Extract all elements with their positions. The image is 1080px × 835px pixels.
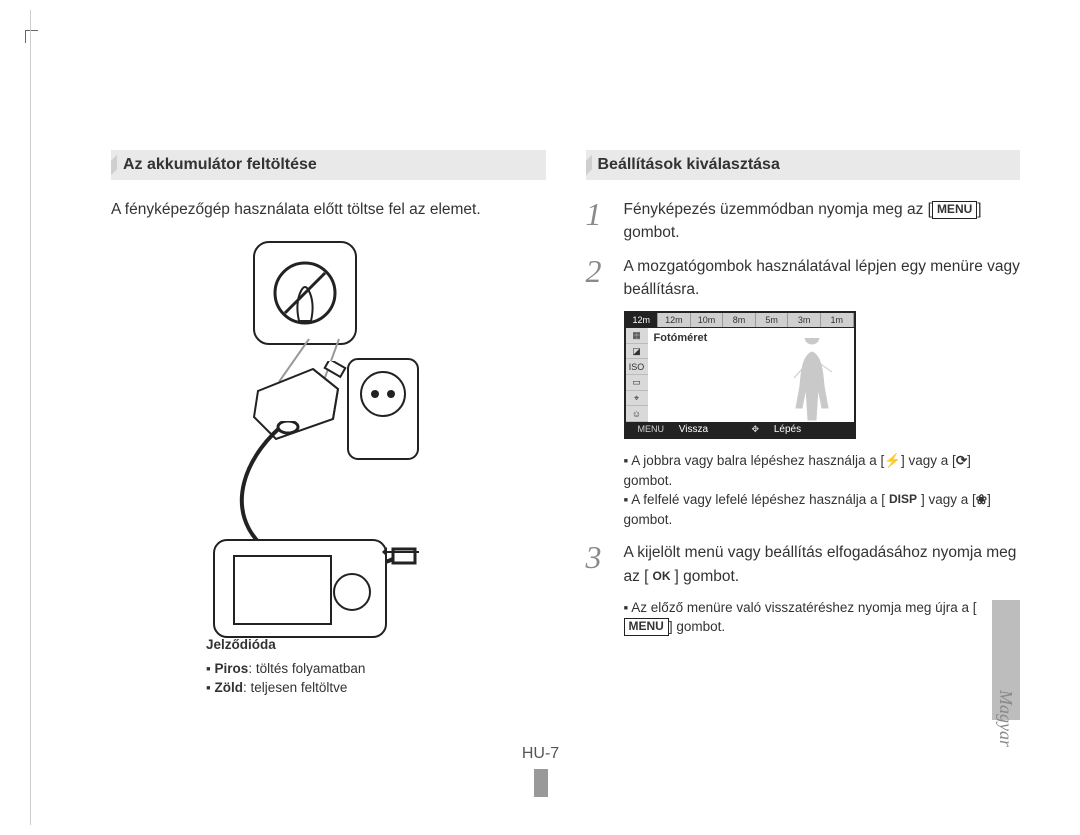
language-label: Magyar — [995, 690, 1016, 747]
person-silhouette-icon — [788, 338, 836, 422]
right-heading: Beállítások kiválasztása — [586, 150, 1021, 180]
bullet-lr: A jobbra vagy balra lépéshez használja a… — [624, 451, 1021, 490]
legend-green: Zöld: teljesen feltöltve — [206, 678, 546, 698]
menu-move: ✥ Lépés — [740, 422, 854, 437]
left-column: Az akkumulátor feltöltése A fényképezőgé… — [111, 150, 546, 698]
wb-icon: ▭ — [626, 375, 648, 391]
size-option: 1m — [821, 313, 854, 327]
manual-page: Az akkumulátor feltöltése A fényképezőgé… — [30, 10, 1050, 825]
bullet-ud: A felfelé vagy lefelé lépéshez használja… — [624, 490, 1021, 529]
flash-icon: ⚡ — [884, 453, 901, 468]
menu-size-row: 12m 12m 10m 8m 5m 3m 1m — [626, 313, 854, 328]
ok-button-label: OK — [648, 569, 674, 585]
legend-red: Piros: töltés folyamatban — [206, 659, 546, 679]
focus-icon: ⌖ — [626, 391, 648, 407]
legend-title: Jelződióda — [206, 637, 276, 652]
page-number: HU-7 — [31, 745, 1050, 797]
face-icon: ☺ — [626, 406, 648, 422]
menu-bottom-bar: MENU Vissza ✥ Lépés — [626, 422, 854, 437]
left-intro: A fényképezőgép használata előtt töltse … — [111, 198, 546, 221]
step-1-text: Fényképezés üzemmódban nyomja meg az [ME… — [624, 198, 1021, 245]
size-option: 5m — [756, 313, 789, 327]
step-number-3: 3 — [586, 541, 610, 588]
left-heading: Az akkumulátor feltöltése — [111, 150, 546, 180]
macro-icon: ❀ — [976, 492, 987, 507]
camera-dpad — [333, 573, 371, 611]
menu-title: Fotóméret — [654, 332, 708, 344]
size-option: 12m — [626, 313, 659, 327]
menu-side-icons: ▦ ◪ ISO ▭ ⌖ ☺ — [626, 328, 648, 422]
bullet-back: Az előző menüre való visszatéréshez nyom… — [624, 598, 1021, 637]
menu-back: MENU Vissza — [626, 422, 740, 437]
quality-icon: ▦ — [626, 328, 648, 344]
camera-menu-screenshot: 12m 12m 10m 8m 5m 3m 1m ▦ ◪ ISO ▭ ⌖ ☺ — [624, 311, 856, 439]
menu-button-label: MENU — [624, 618, 669, 636]
size-option: 12m — [658, 313, 691, 327]
led-legend: Jelződióda Piros: töltés folyamatban Zöl… — [206, 635, 546, 698]
step-number-2: 2 — [586, 255, 610, 302]
disp-button-label: DISP — [885, 492, 921, 508]
page-marker-bar — [534, 769, 548, 797]
step-3-bullets: Az előző menüre való visszatéréshez nyom… — [624, 598, 1021, 637]
camera-back-icon — [213, 539, 387, 638]
do-not-touch-icon — [253, 241, 357, 345]
step-3: 3 A kijelölt menü vagy beállítás elfogad… — [586, 541, 1021, 588]
step-number-1: 1 — [586, 198, 610, 245]
size-option: 8m — [723, 313, 756, 327]
iso-icon: ISO — [626, 359, 648, 375]
step-2-text: A mozgatógombok használatával lépjen egy… — [624, 255, 1021, 302]
right-column: Beállítások kiválasztása 1 Fényképezés ü… — [586, 150, 1021, 698]
step-2: 2 A mozgatógombok használatával lépjen e… — [586, 255, 1021, 302]
menu-main-area: Fotóméret — [648, 328, 854, 422]
step-1: 1 Fényképezés üzemmódban nyomja meg az [… — [586, 198, 1021, 245]
step-3-text: A kijelölt menü vagy beállítás elfogadás… — [624, 541, 1021, 588]
camera-lcd — [233, 555, 332, 625]
led-indicator-arrow — [383, 551, 419, 553]
size-option: 3m — [788, 313, 821, 327]
charging-diagram — [178, 241, 478, 621]
size-option: 10m — [691, 313, 724, 327]
ev-icon: ◪ — [626, 344, 648, 360]
timer-icon: ⟳ — [956, 453, 967, 468]
menu-button-label: MENU — [932, 201, 977, 219]
step-2-bullets: A jobbra vagy balra lépéshez használja a… — [624, 451, 1021, 529]
